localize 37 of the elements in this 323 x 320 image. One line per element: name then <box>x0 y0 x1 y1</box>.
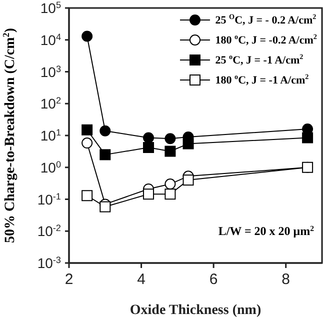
x-tick-label: 4 <box>137 271 146 288</box>
y-tick-label: 10$^{-3}$ <box>37 255 61 271</box>
point <box>143 188 154 200</box>
y-tick-label: 10$^{4}$ <box>40 32 61 48</box>
y-tick-label: 10$^{2}$ <box>40 96 61 112</box>
point <box>164 188 176 200</box>
y-tick-label: 10$^{3}$ <box>40 64 61 80</box>
point <box>302 132 314 144</box>
y-tick-label: 10$^{-1}$ <box>37 191 61 208</box>
y-tick-label: 10$^{1}$ <box>40 128 61 144</box>
legend-label: 180 $^{o}$C, J = -1 A/cm$^{2}$ <box>215 73 309 87</box>
legend-label: 180 $^{o}$C, J = -0.2 A/cm$^{2}$ <box>215 33 317 47</box>
point <box>100 149 111 160</box>
point <box>82 30 93 42</box>
legend-label: 25 $^{O}$C, J = - 0.2 A/cm$^{2}$ <box>215 13 316 27</box>
point <box>100 125 111 136</box>
point <box>182 174 194 186</box>
point <box>164 146 176 157</box>
x-tick-label: 8 <box>282 271 290 288</box>
point <box>82 138 93 149</box>
x-tick-label: 2 <box>64 271 74 288</box>
annotation: L/W = 20 x 20 μm$^{2}$ <box>218 224 314 238</box>
point <box>164 178 176 190</box>
point <box>302 162 314 173</box>
y-tick-label: 10$^{0}$ <box>40 159 61 176</box>
point <box>143 142 154 154</box>
point <box>143 132 154 144</box>
legend-label: 25 $^{o}$C, J = -1 A/cm$^{2}$ <box>215 53 304 67</box>
x-axis-title: Oxide Thickness (nm) <box>130 303 262 318</box>
point <box>82 190 93 202</box>
point <box>82 124 93 136</box>
y-tick-label: 10$^{5}$ <box>40 0 61 16</box>
y-tick-label: 10$^{-2}$ <box>37 223 61 240</box>
point <box>182 138 194 150</box>
point <box>164 133 176 144</box>
point <box>100 201 111 212</box>
x-tick-label: 6 <box>209 271 218 288</box>
